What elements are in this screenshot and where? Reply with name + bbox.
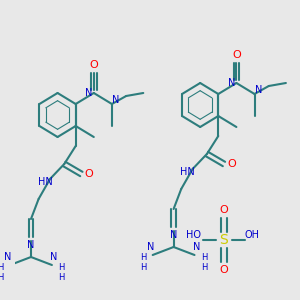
Text: O: O <box>227 159 236 169</box>
Text: N: N <box>4 252 12 262</box>
Text: HN: HN <box>181 167 195 177</box>
Text: N: N <box>193 242 200 252</box>
Text: O: O <box>232 50 241 60</box>
Text: O: O <box>220 265 228 275</box>
Text: N: N <box>112 95 119 105</box>
Text: H: H <box>140 263 146 272</box>
Text: H: H <box>201 263 207 272</box>
Text: H: H <box>0 274 4 283</box>
Text: OH: OH <box>245 230 260 240</box>
Text: H: H <box>58 263 64 272</box>
Text: H: H <box>58 274 64 283</box>
Text: O: O <box>220 205 228 215</box>
Text: H: H <box>0 263 4 272</box>
Text: N: N <box>228 78 235 88</box>
Text: HN: HN <box>38 177 52 187</box>
Text: O: O <box>85 169 93 179</box>
Text: N: N <box>50 252 58 262</box>
Text: S: S <box>220 233 228 247</box>
Text: H: H <box>140 254 146 262</box>
Text: N: N <box>85 88 93 98</box>
Text: HO: HO <box>186 230 201 240</box>
Text: O: O <box>89 60 98 70</box>
Text: N: N <box>255 85 262 95</box>
Text: H: H <box>201 254 207 262</box>
Text: N: N <box>147 242 154 252</box>
Text: N: N <box>170 230 177 240</box>
Text: N: N <box>27 240 35 250</box>
